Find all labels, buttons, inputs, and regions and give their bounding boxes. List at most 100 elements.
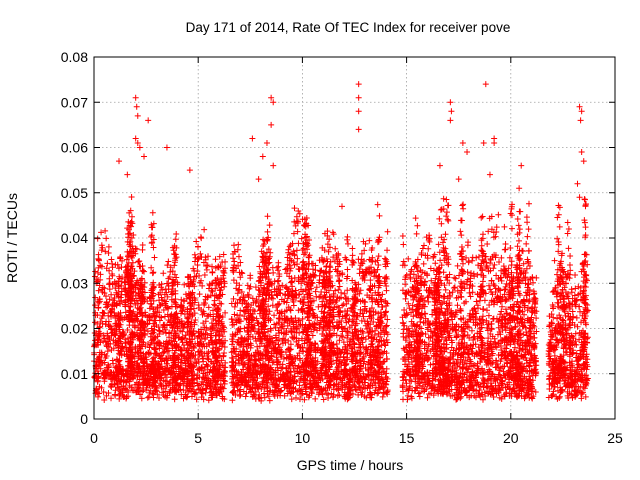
data-point <box>208 287 215 294</box>
data-point <box>221 283 228 290</box>
data-point <box>344 233 351 240</box>
data-point <box>183 347 190 354</box>
data-point <box>167 264 174 271</box>
data-point <box>148 313 155 320</box>
data-point <box>181 298 188 305</box>
data-point <box>156 375 163 382</box>
data-point <box>197 250 204 257</box>
data-point <box>98 229 105 236</box>
data-point <box>208 394 215 401</box>
data-point <box>229 397 236 404</box>
data-point <box>209 269 216 276</box>
data-point <box>103 235 110 242</box>
data-point <box>155 362 162 369</box>
data-point <box>161 348 168 355</box>
data-point <box>164 262 171 269</box>
data-point <box>222 309 229 316</box>
data-point <box>131 322 138 329</box>
data-point <box>231 311 238 318</box>
data-point <box>97 271 104 278</box>
data-point <box>264 213 271 220</box>
data-point <box>349 252 356 259</box>
data-point <box>122 309 129 316</box>
data-point <box>142 378 149 385</box>
data-point <box>122 340 129 347</box>
data-point <box>106 296 113 303</box>
data-point <box>98 242 105 249</box>
data-point <box>167 321 174 328</box>
data-point <box>336 391 343 398</box>
data-point <box>207 383 214 390</box>
data-point <box>120 331 127 338</box>
data-point <box>318 289 325 296</box>
data-point <box>384 228 391 235</box>
data-point <box>212 285 219 292</box>
data-point <box>95 304 102 311</box>
data-point <box>187 299 194 306</box>
data-point <box>376 212 383 219</box>
data-point <box>175 364 182 371</box>
data-point <box>160 321 167 328</box>
data-point <box>203 262 210 269</box>
data-point <box>138 395 145 402</box>
data-point <box>141 268 148 275</box>
data-point <box>107 371 114 378</box>
data-point <box>231 303 238 310</box>
data-point <box>137 385 144 392</box>
data-point <box>133 381 140 388</box>
data-point <box>102 339 109 346</box>
data-point <box>205 397 212 404</box>
data-point <box>256 263 263 270</box>
data-point <box>150 297 157 304</box>
data-point <box>293 213 300 220</box>
data-point <box>179 307 186 314</box>
data-point <box>405 300 412 307</box>
data-point <box>187 360 194 367</box>
data-point <box>338 289 345 296</box>
data-point <box>189 376 196 383</box>
data-point <box>149 239 156 246</box>
data-point <box>174 325 181 332</box>
data-point <box>162 382 169 389</box>
chart-title: Day 171 of 2014, Rate Of TEC Index for r… <box>186 20 511 35</box>
data-point <box>108 313 115 320</box>
data-point <box>183 376 190 383</box>
data-point <box>155 394 162 401</box>
data-point <box>102 227 109 234</box>
data-point <box>102 293 109 300</box>
data-point <box>152 350 159 357</box>
data-point <box>178 336 185 343</box>
data-point <box>211 301 218 308</box>
data-point <box>195 243 201 250</box>
data-point <box>94 235 101 242</box>
data-point <box>166 388 173 395</box>
data-point <box>153 388 160 395</box>
data-point <box>139 388 146 395</box>
data-point <box>335 286 342 293</box>
data-point <box>208 326 215 333</box>
data-point <box>149 269 156 276</box>
data-point <box>198 349 205 356</box>
data-point <box>152 334 159 341</box>
data-point <box>196 279 203 286</box>
data-point <box>294 255 301 262</box>
data-point <box>149 293 156 300</box>
data-point <box>177 350 184 357</box>
data-point <box>159 300 166 307</box>
data-point <box>112 285 119 292</box>
data-point <box>197 234 204 241</box>
data-point <box>95 287 102 294</box>
data-point <box>150 269 157 276</box>
data-point <box>161 313 168 320</box>
data-point <box>213 354 220 361</box>
data-point <box>120 383 127 390</box>
data-point <box>200 355 207 362</box>
data-point <box>230 277 237 284</box>
data-point <box>150 220 157 227</box>
data-point <box>162 302 169 309</box>
data-point <box>101 396 108 403</box>
data-point <box>188 367 195 374</box>
data-point <box>151 317 158 324</box>
data-point <box>125 388 132 395</box>
